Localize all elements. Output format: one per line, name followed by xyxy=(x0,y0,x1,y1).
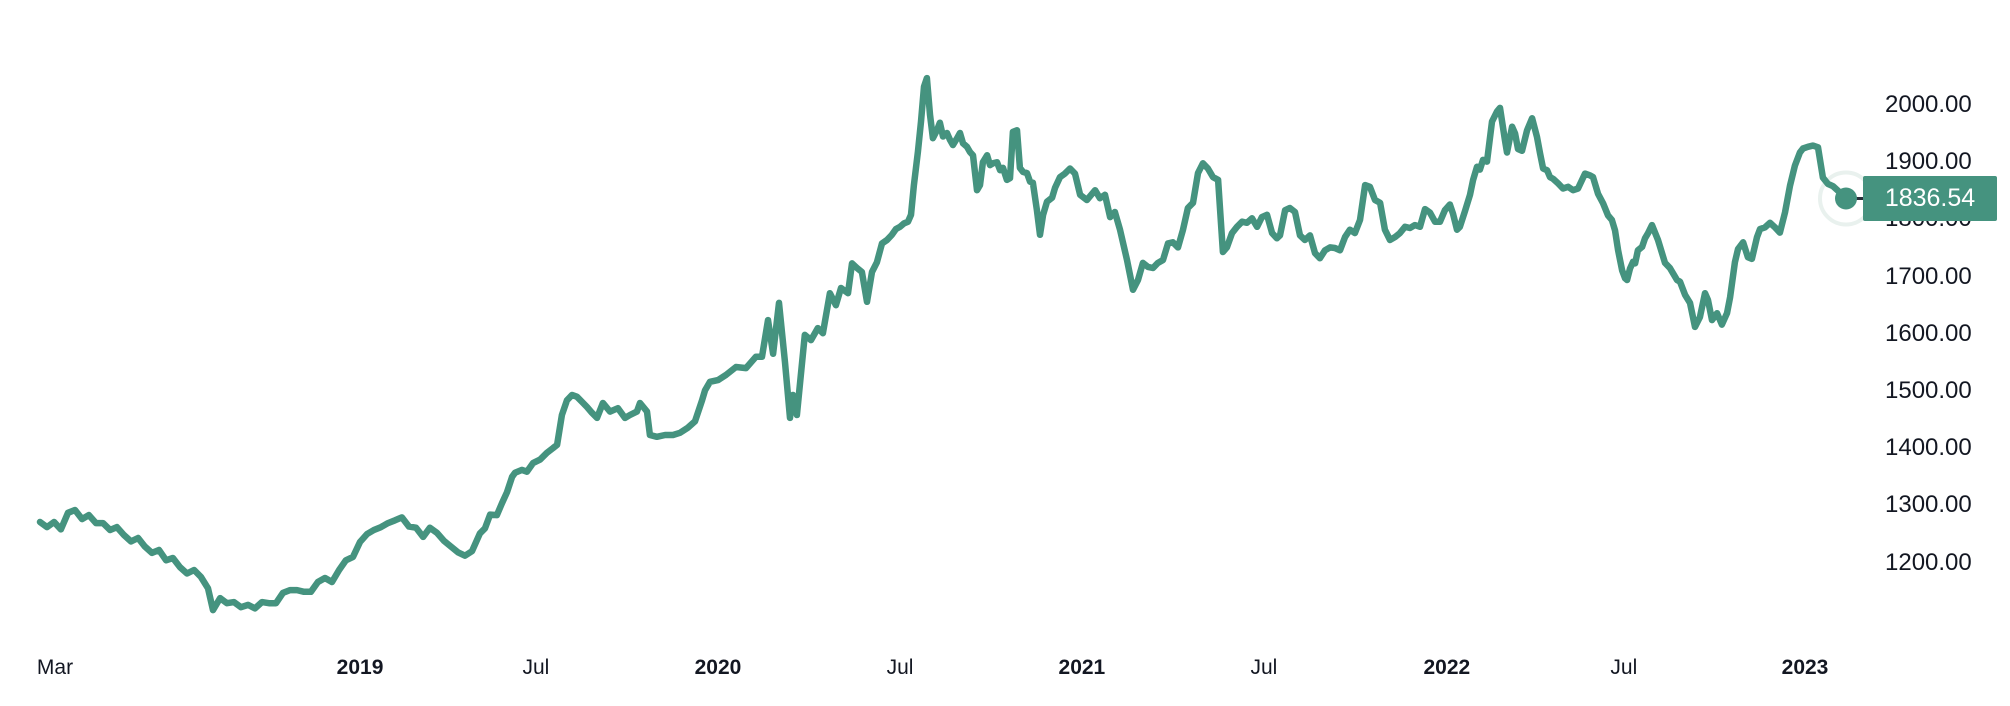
time-axis-label: Mar xyxy=(36,656,74,679)
price-axis-label: 1400.00 xyxy=(1885,434,1972,462)
time-axis-label: 2019 xyxy=(336,656,384,679)
time-axis-label: 2023 xyxy=(1781,656,1829,679)
time-axis-label: 2022 xyxy=(1423,656,1471,679)
time-axis-label: Jul xyxy=(1250,656,1278,679)
time-axis-label: 2020 xyxy=(694,656,742,679)
price-axis-label: 1900.00 xyxy=(1885,148,1972,176)
price-axis-label: 1700.00 xyxy=(1885,262,1972,290)
last-price-dot xyxy=(1835,187,1857,210)
price-axis-label: 1200.00 xyxy=(1885,548,1972,576)
time-axis-label: Jul xyxy=(1610,656,1638,679)
price-axis-label: 1500.00 xyxy=(1885,377,1972,404)
time-axis-label: Jul xyxy=(522,656,550,679)
price-line-series xyxy=(36,74,1850,614)
time-axis-label: 2021 xyxy=(1058,656,1106,679)
last-price-label: 1836.54 xyxy=(1863,175,1997,221)
price-axis-label: 1600.00 xyxy=(1885,319,1972,347)
price-axis-label: 1300.00 xyxy=(1885,491,1972,519)
price-axis-label: 2000.00 xyxy=(1885,91,1972,118)
time-axis-label: Jul xyxy=(886,656,914,679)
